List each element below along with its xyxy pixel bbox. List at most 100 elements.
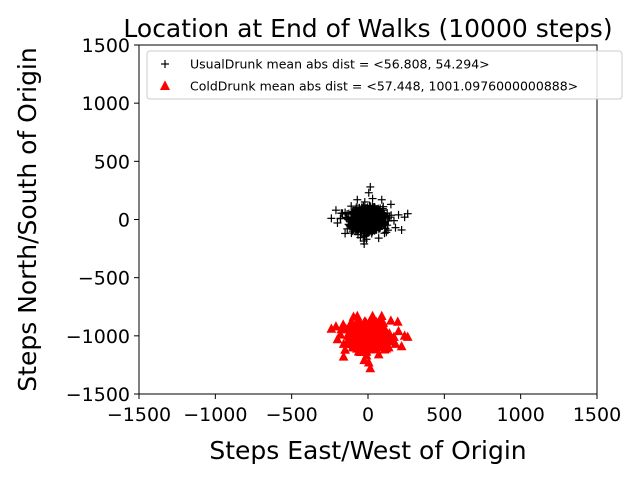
x-tick-label: 1500 [573, 404, 621, 426]
y-axis: −1500 −1000 −500 0 500 1000 1500 [66, 35, 139, 406]
data-point [351, 210, 360, 219]
data-point [400, 213, 409, 222]
data-point [373, 325, 383, 335]
y-tick-label: −500 [78, 268, 130, 290]
data-point [362, 227, 371, 236]
legend-marker-triangle [159, 80, 171, 90]
legend-marker-plus [161, 60, 169, 68]
data-point [379, 202, 388, 211]
data-point [357, 225, 366, 234]
data-point [366, 337, 377, 347]
data-point [343, 330, 354, 340]
x-tick-label: 500 [426, 404, 462, 426]
plot-area [326, 182, 413, 373]
data-point [376, 336, 386, 347]
data-point [353, 195, 362, 204]
data-point [353, 335, 363, 345]
data-point [366, 182, 375, 191]
data-point [392, 316, 403, 326]
y-axis-label: Steps North/South of Origin [13, 47, 42, 391]
data-point [359, 354, 370, 365]
legend-label: UsualDrunk mean abs dist = <56.808, 54.2… [190, 57, 490, 72]
data-point [365, 363, 376, 373]
data-point [338, 351, 349, 361]
data-point [363, 357, 374, 367]
data-point [382, 228, 391, 237]
data-point [382, 329, 393, 340]
data-point [383, 209, 392, 218]
data-point [352, 203, 361, 212]
data-point [361, 336, 371, 346]
data-point [373, 210, 382, 219]
x-tick-label: −1500 [107, 404, 171, 426]
data-point [370, 208, 379, 217]
data-point [336, 214, 345, 223]
legend-label: ColdDrunk mean abs dist = <57.448, 1001.… [190, 79, 578, 94]
x-tick-label: −1000 [183, 404, 247, 426]
data-point [337, 209, 346, 218]
data-point [367, 222, 376, 231]
data-point [389, 216, 398, 225]
data-point [364, 316, 375, 326]
y-tick-label: 1500 [82, 35, 130, 57]
data-point [370, 217, 379, 226]
data-point [361, 206, 370, 215]
data-point [353, 230, 362, 239]
data-point [365, 201, 374, 210]
data-point [345, 221, 354, 230]
data-point [380, 229, 389, 238]
data-point [360, 231, 369, 240]
data-point [368, 194, 377, 203]
data-point [341, 229, 350, 238]
data-point [393, 325, 404, 336]
y-tick-label: 1000 [82, 93, 130, 115]
data-point [378, 317, 389, 327]
data-point [367, 214, 376, 223]
data-point [327, 214, 336, 223]
data-point [386, 200, 395, 209]
y-tick-label: 0 [118, 210, 130, 232]
data-point [333, 218, 342, 227]
data-point [377, 195, 386, 204]
data-point [346, 317, 357, 327]
series-0 [327, 182, 412, 248]
data-point [354, 220, 363, 229]
data-point [360, 321, 371, 332]
legend-box [146, 50, 623, 100]
data-point [383, 214, 392, 223]
data-point [390, 338, 401, 348]
data-point [376, 310, 387, 320]
data-point [347, 202, 356, 211]
data-point [357, 340, 367, 351]
data-point [372, 223, 381, 232]
y-tick-label: 500 [94, 151, 130, 173]
data-point [367, 310, 378, 320]
y-tick-label: −1500 [66, 384, 130, 406]
data-point [331, 206, 340, 215]
series-1 [326, 310, 413, 373]
data-point [340, 344, 350, 354]
data-point [364, 188, 373, 197]
data-point [362, 235, 371, 244]
y-tick-label: −1000 [66, 326, 130, 348]
x-axis: −1500 −1000 −500 0 500 1000 1500 [107, 394, 621, 426]
x-tick-label: −500 [266, 404, 318, 426]
legend: UsualDrunk mean abs dist = <56.808, 54.2… [146, 50, 623, 100]
data-point [381, 343, 392, 353]
data-point [332, 333, 343, 344]
data-point [344, 215, 353, 224]
data-point [399, 330, 410, 340]
data-point [336, 324, 347, 334]
chart-title: Location at End of Walks (10000 steps) [123, 14, 612, 43]
data-point [354, 326, 365, 336]
data-point [394, 210, 403, 219]
data-point [355, 211, 364, 220]
x-tick-label: 0 [362, 404, 374, 426]
data-point [385, 213, 394, 222]
data-point [373, 349, 384, 359]
data-point [374, 234, 383, 243]
data-point [397, 225, 406, 234]
data-point [354, 216, 363, 225]
data-point [391, 223, 400, 232]
